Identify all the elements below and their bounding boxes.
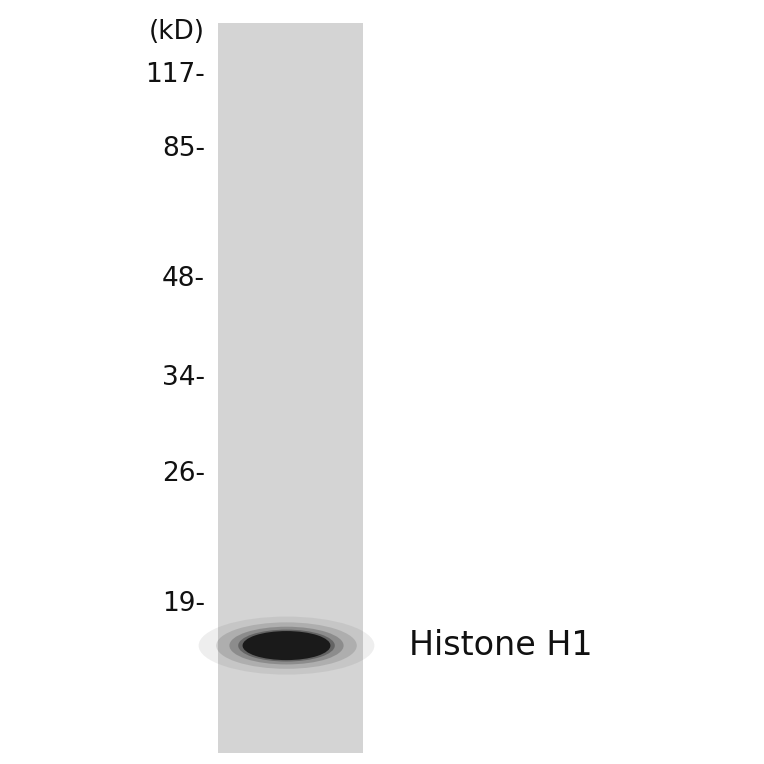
Text: 48-: 48- [162, 266, 205, 292]
Ellipse shape [216, 623, 357, 668]
Ellipse shape [199, 617, 374, 675]
Text: 34-: 34- [162, 365, 205, 391]
Ellipse shape [229, 626, 344, 665]
Text: 26-: 26- [162, 461, 205, 487]
Text: 19-: 19- [162, 591, 205, 617]
Ellipse shape [238, 630, 335, 662]
Text: 117-: 117- [145, 62, 205, 88]
Bar [218, 23, 363, 753]
Text: (kD): (kD) [149, 19, 205, 45]
Text: Histone H1: Histone H1 [409, 629, 592, 662]
Text: 85-: 85- [162, 136, 205, 162]
Ellipse shape [243, 631, 331, 660]
